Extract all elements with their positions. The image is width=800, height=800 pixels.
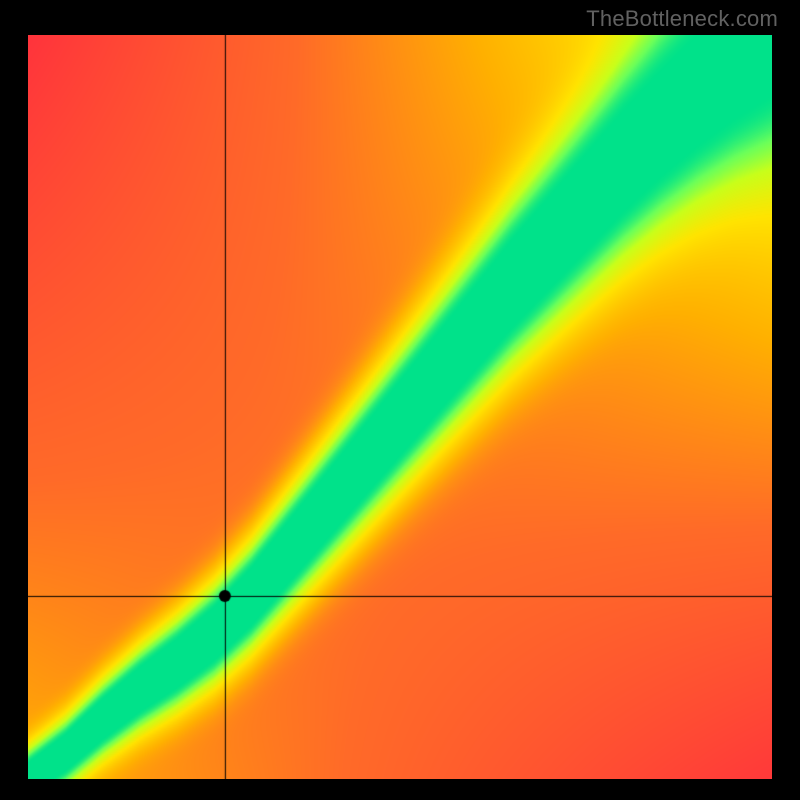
heatmap-canvas (28, 35, 772, 779)
heatmap-plot (28, 35, 772, 779)
chart-container: TheBottleneck.com (0, 0, 800, 800)
watermark-text: TheBottleneck.com (586, 6, 778, 32)
